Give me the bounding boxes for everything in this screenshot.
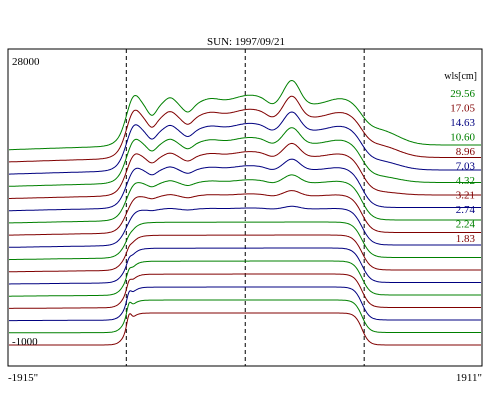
chart-title: SUN: 1997/09/21 <box>207 36 285 48</box>
vertical-markers <box>125 49 365 366</box>
legend-title: wls[cm] <box>444 71 477 82</box>
series-line-4 <box>9 142 481 199</box>
series-line-15 <box>9 299 481 334</box>
legend-entry-0: 29.56 <box>450 88 475 100</box>
x-tick-min: -1915" <box>8 372 38 384</box>
series-line-12 <box>9 260 481 297</box>
series-line-1 <box>9 95 481 163</box>
series-traces <box>8 79 481 346</box>
series-line-6 <box>9 174 481 224</box>
series-line-11 <box>9 247 481 285</box>
legend-entry-9: 2.24 <box>456 219 476 231</box>
legend-entry-1: 17.05 <box>450 103 475 115</box>
series-line-14 <box>9 286 481 322</box>
series-line-3 <box>9 127 481 187</box>
series-line-16 <box>9 312 481 346</box>
series-line-2 <box>9 111 481 175</box>
x-tick-max: 1911" <box>456 372 482 384</box>
series-line-7 <box>9 190 481 236</box>
y-tick-max: 28000 <box>12 56 40 68</box>
series-line-9 <box>8 221 481 261</box>
y-tick-min: -1000 <box>12 336 38 348</box>
legend-entry-8: 2.74 <box>456 204 476 216</box>
legend-entry-3: 10.60 <box>450 132 475 144</box>
legend-entry-2: 14.63 <box>450 117 475 129</box>
legend-entry-10: 1.83 <box>456 233 476 245</box>
legend-entry-7: 3.21 <box>456 190 475 202</box>
series-line-8 <box>9 205 481 248</box>
legend: 29.56 17.05 14.63 10.60 8.96 7.03 4.32 3.21 2.74… <box>450 88 475 245</box>
legend-entry-5: 7.03 <box>456 161 476 173</box>
series-line-13 <box>9 273 481 309</box>
legend-entry-6: 4.32 <box>456 175 475 187</box>
series-line-0 <box>9 79 481 151</box>
series-line-10 <box>8 234 481 273</box>
series-line-5 <box>9 158 481 212</box>
legend-entry-4: 8.96 <box>456 146 476 158</box>
